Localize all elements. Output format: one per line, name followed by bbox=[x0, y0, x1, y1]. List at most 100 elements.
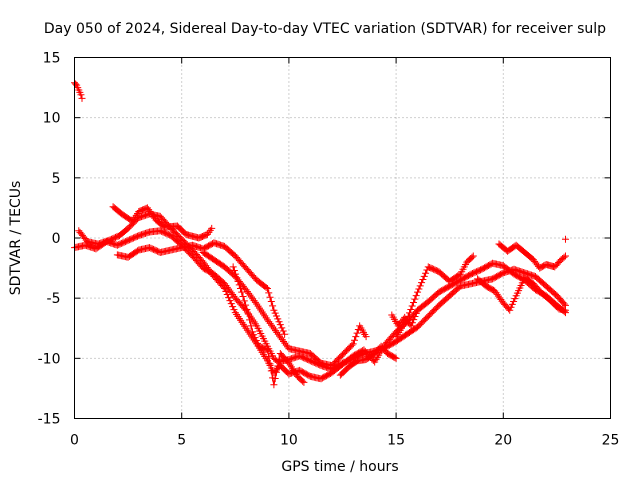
data-point bbox=[230, 266, 238, 274]
series-trace-k bbox=[388, 306, 422, 330]
data-point bbox=[230, 306, 238, 314]
data-point bbox=[243, 288, 251, 296]
y-tick-label: 5 bbox=[52, 171, 61, 187]
data-point bbox=[511, 295, 519, 303]
data-point bbox=[561, 252, 569, 260]
data-point bbox=[419, 276, 427, 284]
data-point bbox=[278, 324, 286, 332]
y-tick-label: 10 bbox=[43, 111, 61, 127]
data-point bbox=[207, 269, 215, 277]
data-point bbox=[233, 274, 241, 282]
data-point bbox=[410, 316, 418, 324]
data-point bbox=[407, 305, 415, 313]
x-tick-label: 5 bbox=[177, 433, 186, 449]
data-point bbox=[274, 315, 282, 323]
series-trace-h bbox=[495, 240, 569, 272]
data-point bbox=[269, 323, 277, 331]
data-point bbox=[272, 368, 280, 376]
series-trace-j bbox=[336, 342, 400, 379]
data-point bbox=[246, 316, 254, 324]
grid-lines bbox=[74, 57, 611, 419]
data-point bbox=[508, 300, 516, 308]
series-trace-d bbox=[113, 239, 289, 338]
data-point bbox=[270, 381, 278, 389]
data-point bbox=[229, 263, 237, 271]
data-point bbox=[416, 282, 424, 290]
y-tick-label: -15 bbox=[38, 412, 61, 428]
data-point bbox=[248, 328, 256, 336]
x-tick-labels: 0 5 10 15 20 25 bbox=[70, 433, 619, 449]
data-point bbox=[281, 339, 289, 347]
y-tick-label: -10 bbox=[38, 351, 61, 367]
data-point bbox=[275, 318, 283, 326]
x-tick-label: 0 bbox=[70, 433, 79, 449]
data-point bbox=[273, 328, 281, 336]
data-point bbox=[276, 332, 284, 340]
data-point bbox=[78, 94, 86, 102]
data-point bbox=[415, 285, 423, 293]
data-point bbox=[221, 285, 229, 293]
data-point bbox=[278, 336, 286, 344]
series-line bbox=[73, 230, 567, 370]
data-point bbox=[247, 322, 255, 330]
data-point bbox=[262, 283, 270, 291]
data-point bbox=[232, 270, 240, 278]
data-point bbox=[420, 272, 428, 280]
data-point bbox=[362, 333, 370, 341]
data-point bbox=[275, 356, 283, 364]
data-series bbox=[71, 79, 569, 389]
data-point bbox=[265, 318, 273, 326]
data-point bbox=[229, 303, 237, 311]
data-point bbox=[506, 306, 514, 314]
series-early bbox=[71, 79, 86, 102]
data-point bbox=[262, 345, 270, 353]
data-point bbox=[299, 377, 307, 385]
data-point bbox=[227, 300, 235, 308]
data-point bbox=[246, 291, 254, 299]
data-point bbox=[510, 298, 518, 306]
y-tick-label: 0 bbox=[52, 231, 61, 247]
data-point bbox=[507, 303, 515, 311]
data-point bbox=[412, 309, 420, 317]
data-point bbox=[219, 283, 227, 291]
chart-title: Day 050 of 2024, Sidereal Day-to-day VTE… bbox=[44, 21, 606, 37]
series-trace-c bbox=[109, 203, 216, 242]
data-point bbox=[271, 309, 279, 317]
data-point bbox=[407, 322, 415, 330]
data-point bbox=[391, 354, 399, 362]
data-point bbox=[265, 353, 273, 361]
data-point bbox=[242, 301, 250, 309]
data-point bbox=[222, 288, 230, 296]
data-point bbox=[247, 293, 255, 301]
data-point bbox=[226, 297, 234, 305]
data-point bbox=[245, 289, 253, 297]
data-point bbox=[468, 253, 476, 261]
data-point bbox=[560, 253, 568, 261]
data-point bbox=[418, 279, 426, 287]
data-point bbox=[270, 306, 278, 314]
data-point bbox=[199, 258, 207, 266]
x-tick-label: 15 bbox=[387, 433, 405, 449]
data-point bbox=[240, 297, 248, 305]
data-point bbox=[203, 263, 211, 271]
data-point bbox=[560, 300, 568, 308]
data-point bbox=[239, 292, 247, 300]
data-point bbox=[392, 354, 400, 362]
data-point bbox=[238, 288, 246, 296]
data-point bbox=[561, 306, 569, 314]
data-point bbox=[406, 309, 413, 317]
series-trace-f bbox=[229, 263, 308, 389]
series-trace-e bbox=[199, 248, 370, 370]
data-point bbox=[267, 321, 275, 329]
data-point bbox=[408, 302, 416, 310]
axis-ticks bbox=[74, 57, 611, 419]
data-point bbox=[414, 288, 422, 296]
data-point bbox=[72, 80, 80, 88]
data-point bbox=[205, 265, 212, 273]
y-tick-label: -5 bbox=[47, 291, 61, 307]
data-point bbox=[410, 299, 418, 307]
data-point bbox=[408, 319, 416, 327]
data-point bbox=[234, 277, 242, 285]
data-point bbox=[274, 330, 282, 338]
